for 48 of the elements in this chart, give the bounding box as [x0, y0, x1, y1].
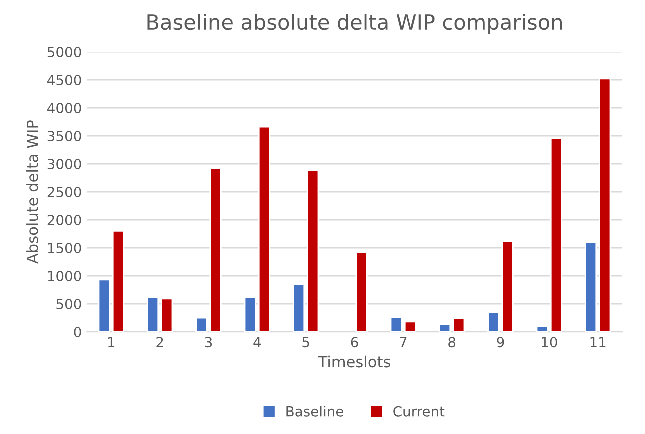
- chart-title: Baseline absolute delta WIP comparison: [148, 14, 562, 34]
- bar: [438, 324, 452, 332]
- legend-label: Baseline: [286, 406, 344, 417]
- bar: [161, 298, 174, 332]
- bar: [599, 78, 612, 332]
- bar: [404, 321, 417, 332]
- x-tick-label: 3: [205, 337, 212, 348]
- bar: [488, 312, 500, 332]
- bar: [584, 242, 598, 332]
- bar: [292, 284, 306, 332]
- y-tick-label: 0: [74, 326, 82, 338]
- bar: [196, 317, 208, 332]
- x-tick-label: 8: [448, 337, 456, 348]
- bar: [356, 252, 368, 332]
- x-axis-title: Timeslots: [318, 356, 390, 368]
- bar: [536, 326, 548, 332]
- x-tick-label: 9: [497, 337, 504, 348]
- x-tick-label: 7: [400, 337, 407, 348]
- bar: [390, 316, 402, 332]
- y-tick-label: 5000: [48, 47, 82, 58]
- y-tick-label: 4500: [48, 75, 82, 86]
- bar: [258, 126, 271, 332]
- y-tick-label: 3500: [48, 131, 82, 142]
- y-tick-label: 2000: [48, 215, 82, 226]
- y-tick-label: 3000: [48, 159, 82, 170]
- x-tick-label: 4: [254, 337, 262, 348]
- bar: [112, 230, 125, 332]
- bar: [146, 296, 160, 332]
- bar: [210, 168, 222, 332]
- bar: [550, 138, 563, 332]
- y-tick-label: 2500: [48, 187, 82, 198]
- bar: [244, 296, 256, 332]
- bar: [307, 170, 320, 332]
- x-tick-label: 2: [156, 337, 164, 348]
- bar: [502, 240, 514, 332]
- y-tick-label: 500: [56, 298, 82, 310]
- bar: [98, 279, 110, 332]
- y-tick-label: 1500: [48, 243, 82, 254]
- bar: [453, 318, 466, 332]
- legend-label: Current: [394, 406, 445, 417]
- x-tick-label: 1: [108, 337, 115, 348]
- y-axis-title: Absolute delta WIP: [26, 120, 38, 264]
- x-tick-label: 5: [302, 337, 310, 348]
- x-tick-label: 10: [542, 337, 558, 348]
- y-tick-label: 1000: [48, 270, 82, 282]
- x-tick-label: 6: [351, 337, 358, 348]
- y-tick-label: 4000: [48, 103, 82, 114]
- x-tick-label: 11: [590, 337, 606, 348]
